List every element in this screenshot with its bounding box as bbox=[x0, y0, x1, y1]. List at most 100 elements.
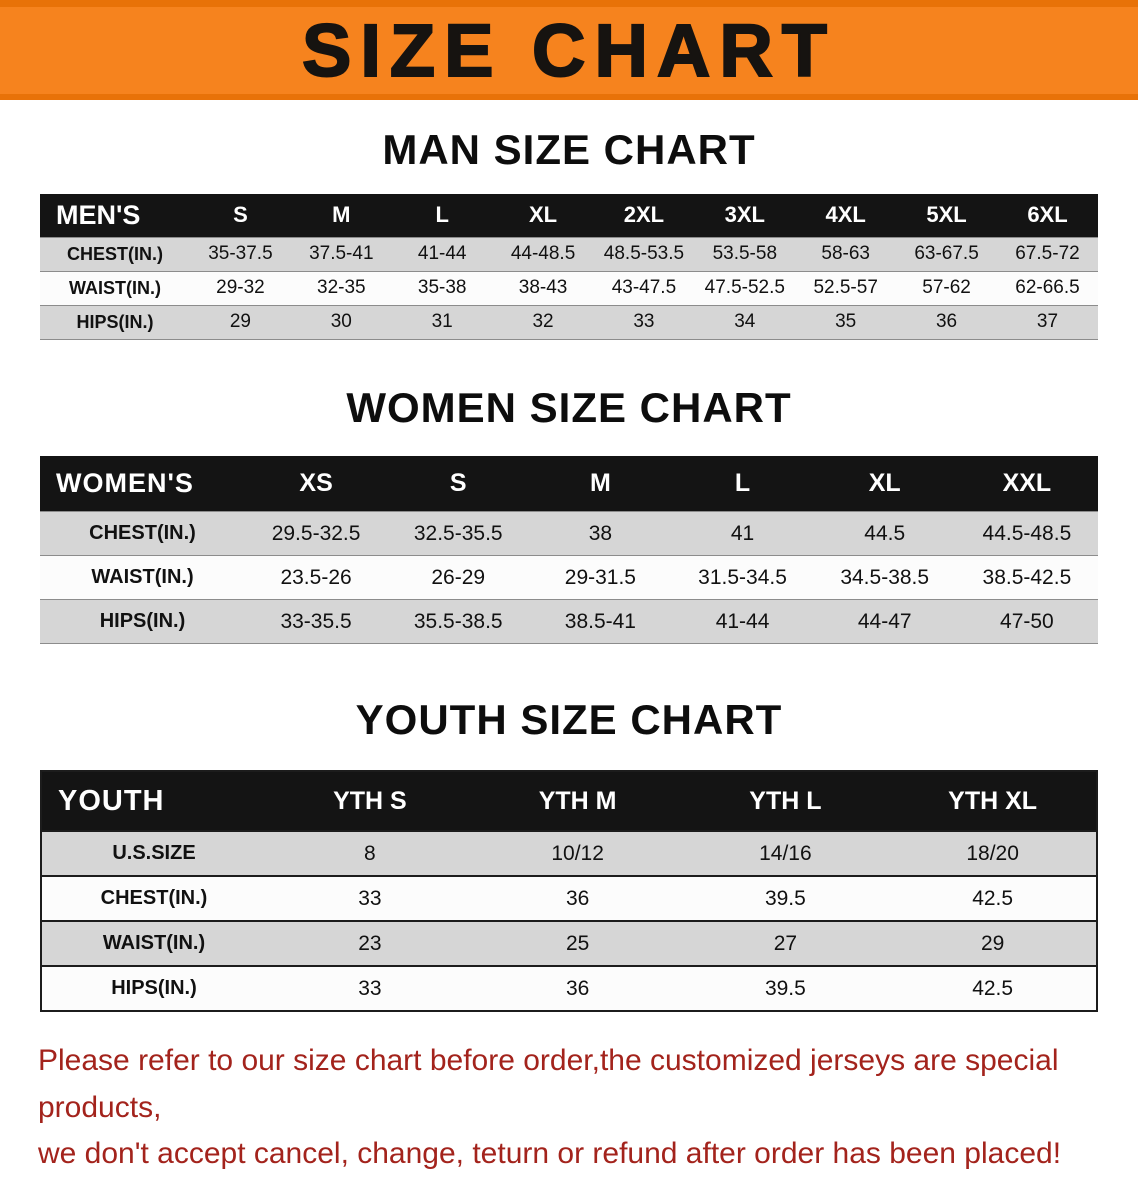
size-value-cell: 29-32 bbox=[216, 277, 265, 298]
size-value-cell: 62-66.5 bbox=[1015, 277, 1080, 298]
size-header-cell: YTH M bbox=[473, 771, 682, 831]
size-header-cell: L bbox=[671, 455, 814, 512]
table-row: HIPS(IN.) 33-35.5 35.5-38.5 38.5-41 41-44 44-… bbox=[40, 599, 1098, 644]
row-label-cell: WAIST(IN.) bbox=[91, 566, 194, 588]
size-value-cell: 47.5-52.5 bbox=[704, 277, 785, 298]
size-value-cell: 35.5-38.5 bbox=[413, 609, 503, 633]
size-header-cell: YTH S bbox=[266, 771, 474, 831]
row-label-cell: WAIST(IN.) bbox=[102, 932, 206, 954]
row-label-cell: HIPS(IN.) bbox=[76, 311, 154, 332]
size-value-cell: 38.5-42.5 bbox=[982, 565, 1072, 589]
page-title: SIZE CHART bbox=[301, 8, 836, 93]
size-value-cell: 43-47.5 bbox=[611, 277, 677, 298]
disclaimer-note: Please refer to our size chart before or… bbox=[38, 1038, 1100, 1178]
table-header-row: YOUTH YTH S YTH M YTH L YTH XL bbox=[41, 771, 1097, 831]
size-value-cell: 36 bbox=[935, 311, 958, 332]
size-value-cell: 31 bbox=[431, 311, 453, 332]
size-value-cell: 36 bbox=[565, 886, 590, 910]
table-row: CHEST(IN.) 33 36 39.5 42.5 bbox=[41, 876, 1097, 921]
size-value-cell: 58-63 bbox=[821, 243, 870, 264]
size-value-cell: 26-29 bbox=[431, 565, 486, 589]
size-value-cell: 14/16 bbox=[759, 841, 812, 865]
size-value-cell: 42.5 bbox=[972, 976, 1014, 1000]
size-value-cell: 63-67.5 bbox=[914, 243, 979, 264]
size-header-cell: M bbox=[529, 455, 672, 512]
size-value-cell: 41-44 bbox=[417, 243, 467, 264]
size-value-cell: 32-35 bbox=[317, 277, 366, 298]
size-value-cell: 41 bbox=[730, 521, 755, 545]
size-value-cell: 53.5-58 bbox=[712, 243, 778, 264]
size-value-cell: 30 bbox=[330, 311, 352, 332]
size-value-cell: 35-37.5 bbox=[208, 243, 273, 264]
size-value-cell: 34.5-38.5 bbox=[840, 565, 930, 589]
table-title-cell: YOUTH bbox=[41, 771, 266, 831]
row-label-cell: HIPS(IN.) bbox=[111, 977, 197, 999]
size-value-cell: 57-62 bbox=[922, 277, 971, 298]
size-header-cell: 2XL bbox=[593, 194, 695, 237]
table-row: WAIST(IN.) 23.5-26 26-29 29-31.5 31.5-34.5 34… bbox=[40, 555, 1098, 600]
women-size-chart-section: WOMEN SIZE CHART WOMEN'S XS S M L XL XXL CHEST(… bbox=[0, 384, 1138, 645]
women-chart-heading: WOMEN SIZE CHART bbox=[346, 383, 792, 431]
size-value-cell: 33 bbox=[358, 976, 382, 1000]
size-value-cell: 33 bbox=[633, 311, 655, 332]
size-header-cell: XS bbox=[245, 455, 388, 512]
size-value-cell: 42.5 bbox=[972, 886, 1014, 910]
size-value-cell: 32 bbox=[532, 311, 554, 332]
size-value-cell: 33-35.5 bbox=[280, 609, 352, 633]
row-label-cell: HIPS(IN.) bbox=[99, 610, 186, 632]
size-value-cell: 8 bbox=[364, 841, 376, 865]
size-header-cell: XL bbox=[813, 455, 956, 512]
table-row: WAIST(IN.) 29-32 32-35 35-38 38-43 43-47.5 47.… bbox=[40, 271, 1098, 305]
row-label-cell: CHEST(IN.) bbox=[89, 522, 196, 544]
size-value-cell: 35 bbox=[835, 311, 857, 332]
men-size-chart-section: MAN SIZE CHART MEN'S S M L XL 2XL 3XL 4XL 5XL 6XL… bbox=[0, 126, 1138, 340]
size-header-cell: 3XL bbox=[694, 194, 796, 237]
size-header-cell: YTH L bbox=[681, 771, 890, 831]
size-value-cell: 23.5-26 bbox=[280, 565, 352, 589]
table-header-row: WOMEN'S XS S M L XL XXL bbox=[40, 455, 1098, 512]
table-header-row: MEN'S S M L XL 2XL 3XL 4XL 5XL 6XL bbox=[40, 194, 1098, 237]
size-value-cell: 38.5-41 bbox=[564, 609, 636, 633]
size-value-cell: 29.5-32.5 bbox=[271, 521, 361, 545]
table-row: U.S.SIZE 8 10/12 14/16 18/20 bbox=[41, 831, 1097, 876]
size-value-cell: 37 bbox=[1036, 311, 1059, 332]
size-header-cell: M bbox=[290, 194, 392, 237]
table-row: HIPS(IN.) 29 30 31 32 33 34 35 36 37 bbox=[40, 305, 1098, 339]
size-header-cell: XL bbox=[492, 194, 594, 237]
size-value-cell: 41-44 bbox=[715, 609, 770, 633]
table-row: CHEST(IN.) 29.5-32.5 32.5-35.5 38 41 44.5 44.5… bbox=[40, 511, 1098, 556]
size-value-cell: 39.5 bbox=[764, 886, 806, 910]
size-value-cell: 27 bbox=[773, 931, 798, 955]
size-header-cell: YTH XL bbox=[889, 771, 1097, 831]
row-label-cell: U.S.SIZE bbox=[112, 842, 196, 864]
size-value-cell: 10/12 bbox=[551, 841, 604, 865]
size-value-cell: 34 bbox=[734, 311, 756, 332]
size-value-cell: 29 bbox=[980, 931, 1005, 955]
banner: SIZE CHART bbox=[0, 0, 1138, 100]
size-value-cell: 44-48.5 bbox=[510, 243, 576, 264]
table-row: HIPS(IN.) 33 36 39.5 42.5 bbox=[41, 966, 1097, 1011]
size-value-cell: 38 bbox=[588, 521, 613, 545]
size-value-cell: 44.5-48.5 bbox=[982, 521, 1072, 545]
size-value-cell: 44.5 bbox=[864, 521, 906, 545]
size-header-cell: S bbox=[387, 455, 530, 512]
table-title-cell: MEN'S bbox=[40, 194, 190, 237]
size-value-cell: 31.5-34.5 bbox=[698, 565, 787, 589]
size-header-cell: 6XL bbox=[997, 194, 1098, 237]
size-header-cell: L bbox=[391, 194, 493, 237]
row-label-cell: CHEST(IN.) bbox=[67, 243, 163, 264]
size-value-cell: 23 bbox=[358, 931, 382, 955]
size-value-cell: 67.5-72 bbox=[1015, 243, 1080, 264]
size-value-cell: 47-50 bbox=[1000, 609, 1054, 633]
size-value-cell: 39.5 bbox=[764, 976, 806, 1000]
size-value-cell: 29 bbox=[229, 311, 251, 332]
size-header-cell: S bbox=[190, 194, 291, 237]
size-header-cell: XXL bbox=[955, 455, 1098, 512]
row-label-cell: CHEST(IN.) bbox=[100, 887, 208, 909]
size-header-cell: 5XL bbox=[896, 194, 997, 237]
size-value-cell: 18/20 bbox=[966, 841, 1019, 865]
size-value-cell: 29-31.5 bbox=[564, 565, 636, 589]
disclaimer-line: Please refer to our size chart before or… bbox=[38, 1044, 1059, 1124]
table-row: CHEST(IN.) 35-37.5 37.5-41 41-44 44-48.5 48.5… bbox=[40, 237, 1098, 271]
size-value-cell: 35-38 bbox=[417, 277, 467, 298]
